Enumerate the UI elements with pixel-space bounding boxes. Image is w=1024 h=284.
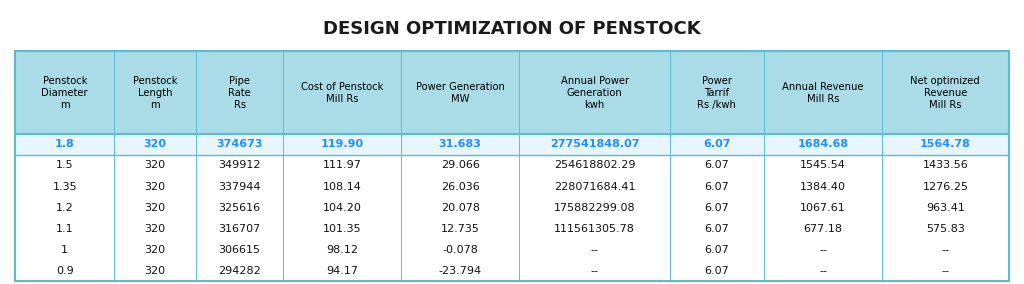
Text: 6.07: 6.07 <box>705 245 729 255</box>
Bar <box>15 51 1009 134</box>
Text: 6.07: 6.07 <box>705 202 729 212</box>
Text: 1564.78: 1564.78 <box>920 139 971 149</box>
Text: 0.9: 0.9 <box>56 266 74 276</box>
Text: 1.35: 1.35 <box>52 181 77 191</box>
Text: Cost of Penstock
Mill Rs: Cost of Penstock Mill Rs <box>301 82 383 104</box>
Text: Annual Revenue
Mill Rs: Annual Revenue Mill Rs <box>782 82 864 104</box>
Text: 29.066: 29.066 <box>440 160 479 170</box>
Text: 320: 320 <box>144 181 166 191</box>
Text: 1.1: 1.1 <box>56 224 74 233</box>
Text: Pipe
Rate
Rs: Pipe Rate Rs <box>228 76 251 110</box>
Text: 1.5: 1.5 <box>56 160 74 170</box>
Bar <box>15 51 1009 281</box>
Text: 101.35: 101.35 <box>323 224 361 233</box>
Text: --: -- <box>941 266 949 276</box>
Text: --: -- <box>591 245 599 255</box>
Text: 1067.61: 1067.61 <box>800 202 846 212</box>
Text: 294282: 294282 <box>218 266 261 276</box>
Text: 320: 320 <box>144 224 166 233</box>
Text: 94.17: 94.17 <box>326 266 358 276</box>
Text: 1.8: 1.8 <box>55 139 75 149</box>
Text: 175882299.08: 175882299.08 <box>554 202 635 212</box>
Text: Penstock
Length
m: Penstock Length m <box>133 76 177 110</box>
Text: Net optimized
Revenue
Mill Rs: Net optimized Revenue Mill Rs <box>910 76 980 110</box>
Text: 1684.68: 1684.68 <box>798 139 849 149</box>
Text: 306615: 306615 <box>218 245 260 255</box>
Text: 104.20: 104.20 <box>323 202 361 212</box>
Text: Penstock
Diameter
m: Penstock Diameter m <box>41 76 88 110</box>
Text: 349912: 349912 <box>218 160 261 170</box>
Text: 316707: 316707 <box>218 224 261 233</box>
Text: 6.07: 6.07 <box>705 266 729 276</box>
Text: 1.2: 1.2 <box>56 202 74 212</box>
Text: 320: 320 <box>144 266 166 276</box>
Text: -0.078: -0.078 <box>442 245 478 255</box>
Text: 1276.25: 1276.25 <box>923 181 969 191</box>
Text: 254618802.29: 254618802.29 <box>554 160 635 170</box>
Text: 575.83: 575.83 <box>926 224 965 233</box>
Text: 320: 320 <box>144 160 166 170</box>
Text: 320: 320 <box>144 245 166 255</box>
Text: 1384.40: 1384.40 <box>800 181 846 191</box>
Bar <box>15 134 1009 155</box>
Text: 6.07: 6.07 <box>705 224 729 233</box>
Text: 1: 1 <box>61 245 69 255</box>
Text: 277541848.07: 277541848.07 <box>550 139 639 149</box>
Text: 963.41: 963.41 <box>926 202 965 212</box>
Text: 20.078: 20.078 <box>440 202 479 212</box>
Text: 26.036: 26.036 <box>440 181 479 191</box>
Text: 12.735: 12.735 <box>440 224 479 233</box>
Text: 111.97: 111.97 <box>323 160 361 170</box>
Text: 1545.54: 1545.54 <box>800 160 846 170</box>
Text: --: -- <box>819 245 827 255</box>
Text: 374673: 374673 <box>216 139 263 149</box>
Text: 31.683: 31.683 <box>438 139 481 149</box>
Text: 119.90: 119.90 <box>321 139 364 149</box>
Text: --: -- <box>819 266 827 276</box>
Text: Power Generation
MW: Power Generation MW <box>416 82 505 104</box>
Text: 6.07: 6.07 <box>705 160 729 170</box>
Text: -23.794: -23.794 <box>438 266 481 276</box>
Text: Power
Tarrif
Rs /kwh: Power Tarrif Rs /kwh <box>697 76 736 110</box>
Text: 6.07: 6.07 <box>703 139 731 149</box>
Text: 320: 320 <box>144 202 166 212</box>
Text: --: -- <box>941 245 949 255</box>
Text: 6.07: 6.07 <box>705 181 729 191</box>
Text: DESIGN OPTIMIZATION OF PENSTOCK: DESIGN OPTIMIZATION OF PENSTOCK <box>324 20 700 38</box>
Text: 98.12: 98.12 <box>326 245 358 255</box>
Text: 111561305.78: 111561305.78 <box>554 224 635 233</box>
Text: 108.14: 108.14 <box>323 181 361 191</box>
Text: 677.18: 677.18 <box>804 224 843 233</box>
Text: 1433.56: 1433.56 <box>923 160 969 170</box>
Text: 320: 320 <box>143 139 167 149</box>
Text: Annual Power
Generation
kwh: Annual Power Generation kwh <box>560 76 629 110</box>
Text: --: -- <box>591 266 599 276</box>
Text: 228071684.41: 228071684.41 <box>554 181 635 191</box>
Text: 337944: 337944 <box>218 181 261 191</box>
Text: 325616: 325616 <box>218 202 261 212</box>
